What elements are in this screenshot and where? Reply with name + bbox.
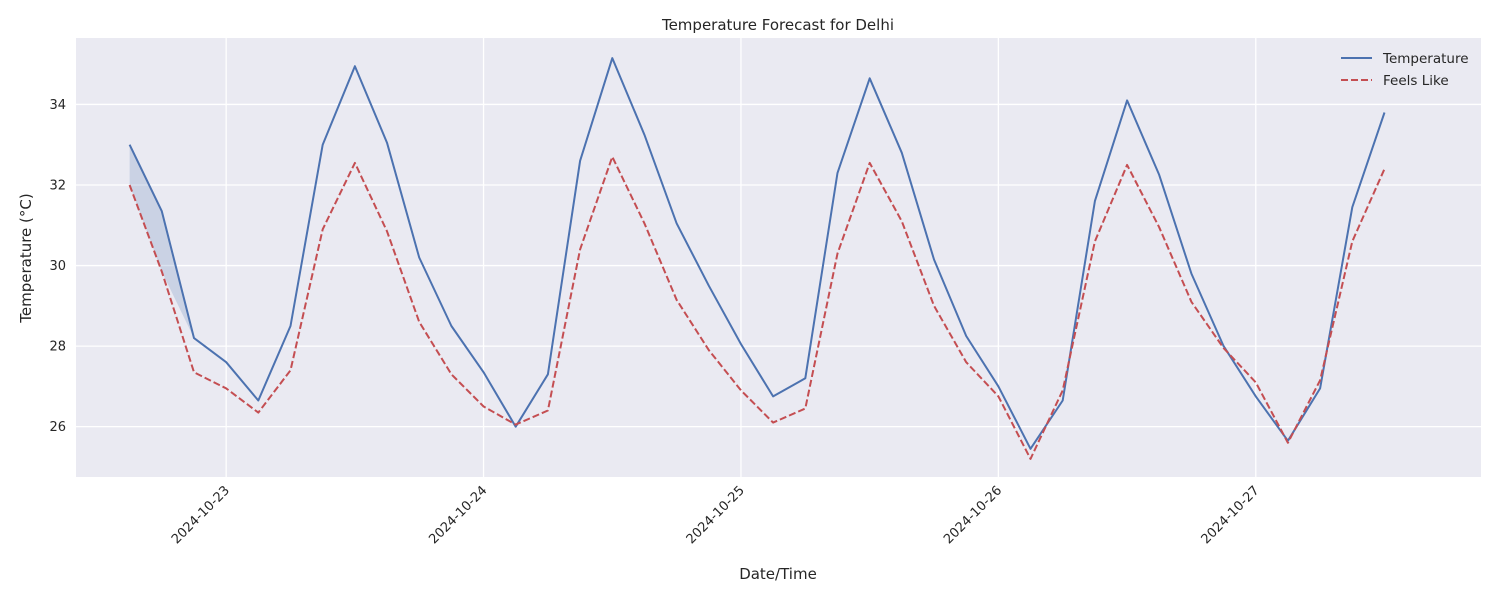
legend-label: Temperature: [1382, 51, 1469, 67]
series-layer: [128, 57, 1386, 460]
legend-label: Feels Like: [1383, 73, 1449, 89]
y-tick-label: 32: [49, 179, 66, 194]
series-line-feels-like: [128, 155, 1386, 460]
plot-area: [76, 38, 1481, 477]
x-axis-label: Date/Time: [739, 565, 817, 583]
legend: Temperature Feels Like: [1341, 51, 1469, 89]
y-axis-label: Temperature (°C): [17, 193, 35, 323]
y-tick-label: 30: [49, 259, 66, 274]
y-tick-label: 28: [49, 340, 66, 355]
y-tick-label: 34: [49, 98, 66, 113]
chart-title: Temperature Forecast for Delhi: [661, 16, 894, 34]
confidence-band: [129, 144, 194, 339]
y-tick-label: 26: [49, 420, 66, 435]
grid-lines: [76, 38, 1481, 477]
series-line-temperature: [128, 57, 1386, 450]
y-axis-ticks: 26 28 30 32 34: [49, 98, 66, 435]
